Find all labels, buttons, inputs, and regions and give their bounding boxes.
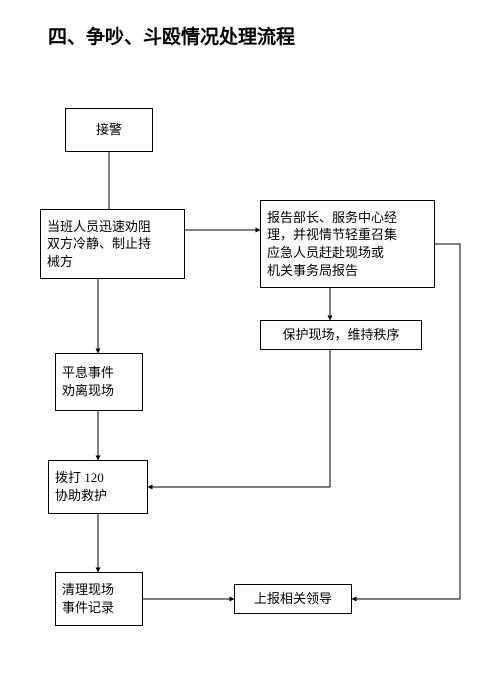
flowchart-canvas: 四、争吵、斗殴情况处理流程 接警当班人员迅速劝阻 双方冷静、制止持 械方平息事件…	[0, 0, 500, 678]
page-title: 四、争吵、斗殴情况处理流程	[48, 22, 295, 49]
node-clean: 清理现场 事件记录	[55, 572, 143, 626]
node-alarm: 接警	[65, 108, 153, 152]
node-stop: 当班人员迅速劝阻 双方冷静、制止持 械方	[40, 209, 185, 279]
edge-n7-n4	[148, 350, 330, 487]
node-protect: 保护现场，维持秩序	[260, 320, 422, 350]
edge-n6-n8	[352, 244, 460, 599]
node-report: 报告部长、服务中心经 理，并视情节轻重召集 应急人员赶赴现场或 机关事务局报告	[260, 200, 435, 288]
node-escalate: 上报相关领导	[234, 584, 352, 614]
node-calm: 平息事件 劝离现场	[55, 353, 143, 411]
node-120: 拨打 120 协助救护	[48, 460, 148, 514]
